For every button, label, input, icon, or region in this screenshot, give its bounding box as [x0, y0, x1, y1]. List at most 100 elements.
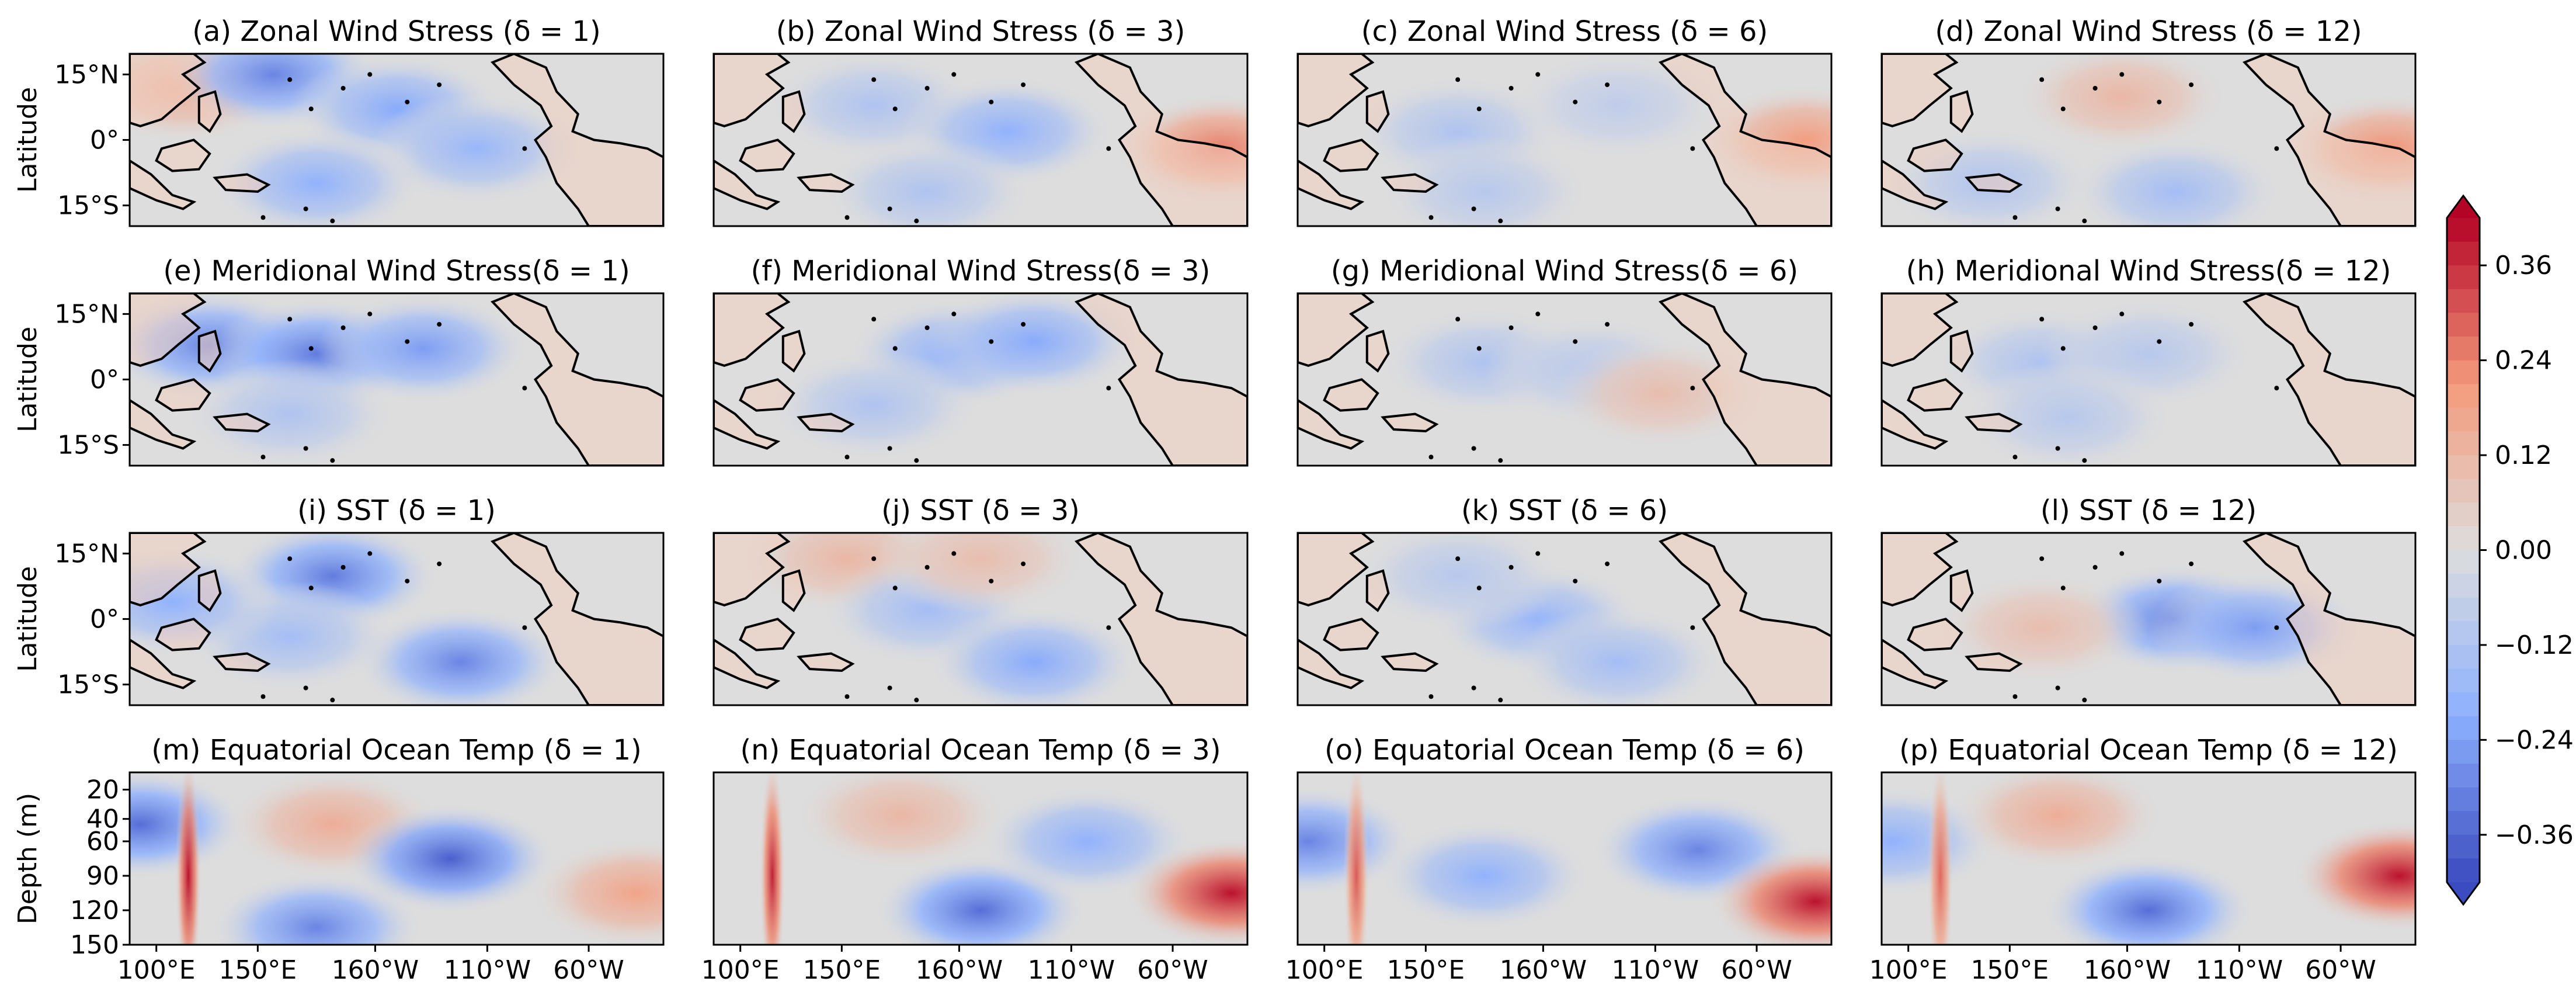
colorbar-segment	[2447, 479, 2480, 504]
colorbar-segment	[2447, 360, 2480, 385]
landmass-3	[797, 652, 855, 672]
xtick-label: 100°E	[1869, 955, 1948, 985]
anomaly-2	[1553, 338, 1768, 449]
ytick-label: 20	[86, 775, 119, 805]
island-3	[2119, 72, 2125, 77]
island-2	[2092, 325, 2098, 330]
y-axis-label: Latitude	[13, 327, 43, 432]
anomaly-3	[820, 136, 1034, 226]
island-5	[437, 561, 442, 567]
island-1	[308, 346, 314, 351]
colorbar-segment	[2447, 763, 2480, 788]
landmass-1	[155, 138, 211, 172]
anomaly-2	[1351, 533, 1565, 632]
island-1	[2060, 106, 2066, 112]
island-5	[1605, 82, 1610, 88]
ytick-label: 40	[86, 805, 119, 834]
colorbar-outline	[2446, 194, 2481, 906]
panel-frame	[1296, 532, 1833, 706]
landmass-5	[1659, 293, 1831, 466]
panel-title: (k) SST (δ = 6)	[1461, 494, 1668, 527]
landmass-0	[714, 533, 791, 607]
island-7	[1471, 206, 1476, 212]
island-5	[1021, 561, 1026, 567]
island-0	[2039, 317, 2045, 322]
anomaly-3	[343, 803, 557, 914]
island-0	[2039, 77, 2045, 82]
y-axis-label: Latitude	[13, 566, 43, 672]
colorbar-segment	[2447, 716, 2480, 741]
panel-title: (m) Equatorial Ocean Temp (δ = 1)	[151, 734, 641, 767]
anomaly-3	[1378, 136, 1591, 226]
island-9	[1106, 386, 1111, 391]
panel-title: (i) SST (δ = 1)	[297, 494, 496, 527]
island-5	[1605, 322, 1610, 327]
island-3	[2119, 551, 2125, 556]
anomaly-1	[175, 772, 201, 945]
island-5	[437, 82, 442, 88]
field	[1298, 54, 1831, 226]
landmass-3	[1381, 173, 1439, 193]
xtick-label: 60°W	[1721, 955, 1792, 985]
island-8	[2082, 698, 2087, 703]
panel-9: (j) SST (δ = 3)	[712, 494, 1249, 706]
ytick-label: 15°N	[54, 539, 119, 568]
landmass-0	[714, 54, 791, 128]
island-4	[989, 99, 994, 105]
island-7	[303, 446, 308, 451]
colorbar-extend-min	[2447, 882, 2480, 904]
island-3	[1535, 551, 1541, 556]
landmass-5	[1659, 533, 1831, 705]
panel-title: (b) Zonal Wind Stress (δ = 3)	[776, 15, 1186, 48]
landmass-0	[1298, 533, 1375, 607]
anomaly-0	[2015, 54, 2229, 152]
landmass-4	[197, 90, 222, 133]
landmass-4	[781, 569, 806, 612]
anomaly-3	[370, 93, 583, 204]
landmass-4	[781, 330, 806, 373]
anomaly-2	[1962, 362, 2175, 466]
colorbar-segment	[2447, 289, 2480, 314]
landmass-4	[1365, 90, 1390, 133]
panel-5: (f) Meridional Wind Stress(δ = 3)	[712, 255, 1249, 467]
panel-title: (g) Meridional Wind Stress(δ = 6)	[1331, 255, 1798, 287]
field	[714, 54, 1247, 226]
landmass-5	[491, 54, 663, 226]
island-7	[303, 685, 308, 691]
anomaly-4	[210, 872, 423, 945]
landmass-1	[1323, 618, 1379, 651]
landmass-0	[1298, 54, 1375, 128]
ytick-label: 15°S	[57, 191, 119, 221]
colorbar-segment	[2447, 384, 2480, 408]
landmass-2	[1882, 159, 1949, 210]
island-2	[2092, 86, 2098, 91]
landmass-0	[1298, 293, 1375, 367]
xtick-label: 160°W	[332, 955, 419, 985]
xtick-label: 60°W	[2305, 955, 2376, 985]
panel-title: (n) Equatorial Ocean Temp (δ = 3)	[740, 734, 1221, 767]
landmass-2	[1298, 398, 1365, 450]
panel-frame	[712, 53, 1249, 227]
island-8	[2082, 219, 2087, 224]
island-7	[2055, 446, 2060, 451]
field	[714, 772, 1247, 945]
colorbar-segment	[2447, 740, 2480, 764]
island-4	[405, 339, 410, 344]
landmass-3	[1381, 412, 1439, 433]
coastlines	[714, 533, 1247, 705]
anomaly-4	[2292, 820, 2415, 931]
coastlines	[1882, 54, 2415, 226]
anomaly-1	[927, 293, 1141, 397]
island-3	[367, 551, 373, 556]
island-6	[260, 694, 266, 699]
xtick-label: 100°E	[701, 955, 780, 985]
anomaly-4	[1124, 838, 1247, 945]
panel-frame	[712, 532, 1249, 706]
panel-title: (e) Meridional Wind Stress(δ = 1)	[163, 255, 630, 287]
island-0	[1455, 317, 1461, 322]
colorbar-segment	[2447, 241, 2480, 266]
panel-title: (l) SST (δ = 12)	[2040, 494, 2257, 527]
island-1	[2060, 585, 2066, 591]
island-6	[844, 694, 850, 699]
island-8	[914, 698, 919, 703]
